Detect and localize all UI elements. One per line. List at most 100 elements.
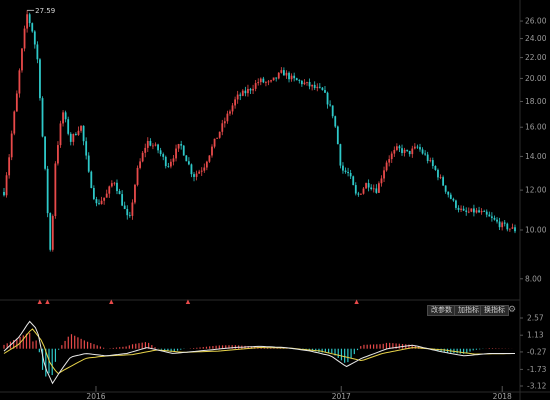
candle-body: [460, 208, 462, 210]
candle-body: [211, 146, 213, 156]
candle-body: [447, 191, 450, 195]
candle-body: [103, 197, 106, 201]
candle-body: [3, 191, 5, 196]
candle-body: [290, 75, 293, 80]
candle-body: [257, 82, 260, 84]
candle-body: [98, 203, 100, 205]
candle-body: [54, 163, 57, 217]
candle-body: [44, 136, 46, 169]
candle-body: [33, 31, 36, 45]
candle-body: [277, 72, 280, 79]
add-indicator-button[interactable]: 加指标: [454, 305, 483, 316]
candle-body: [357, 193, 360, 195]
candle-body: [234, 99, 237, 106]
candle-body: [23, 28, 26, 49]
candle-body: [259, 78, 262, 83]
candle-body: [221, 123, 224, 132]
macd-axis: 2.57 1.13 -0.27 -1.73 -3.12: [520, 314, 547, 391]
candle-body: [408, 150, 411, 155]
candle-body: [375, 188, 378, 193]
candle-body: [306, 81, 308, 83]
signal-marker: [354, 299, 359, 304]
candle-body: [154, 144, 157, 146]
candle-body: [262, 78, 265, 83]
candle-body: [508, 228, 511, 230]
candle-body: [51, 216, 54, 250]
candle-body: [18, 70, 21, 94]
candle-body: [398, 146, 401, 149]
candle-body: [46, 168, 49, 214]
candle-body: [349, 173, 352, 177]
candle-body: [318, 86, 321, 88]
candle-body: [311, 84, 314, 87]
candle-body: [470, 208, 473, 212]
candle-body: [362, 188, 365, 194]
candle-body: [411, 148, 414, 155]
candle-body: [452, 198, 455, 201]
candle-body: [316, 86, 319, 89]
candle-body: [72, 133, 75, 142]
candle-body: [439, 177, 442, 178]
change-params-button[interactable]: 改参数: [427, 305, 456, 316]
candle-body: [64, 112, 67, 120]
candle-body: [421, 149, 424, 154]
candle-body: [177, 144, 180, 149]
candle-body: [475, 210, 478, 213]
candle-body: [218, 131, 221, 138]
candle-body: [200, 170, 203, 172]
candle-body: [121, 194, 124, 206]
candle-body: [419, 147, 421, 150]
candle-body: [329, 104, 332, 106]
candle-body: [395, 146, 398, 150]
candle-body: [208, 155, 211, 162]
candle-body: [146, 140, 149, 148]
candle-body: [105, 193, 108, 198]
candle-body: [113, 182, 116, 184]
candle-body: [49, 213, 52, 250]
candle-body: [39, 59, 41, 99]
candle-body: [69, 133, 72, 142]
candle-body: [185, 155, 188, 162]
candle-body: [226, 113, 229, 122]
gear-icon[interactable]: ⚙: [507, 305, 517, 315]
candle-body: [57, 145, 59, 164]
candle-body: [344, 170, 347, 172]
candle-body: [367, 183, 370, 188]
price-tick-label: 18.00: [525, 97, 547, 106]
candle-body: [26, 14, 29, 29]
candle-body: [403, 149, 406, 153]
price-axis: 26.00 24.00 22.00 20.00 18.00 16.00 14.00 12.00…: [520, 17, 547, 283]
candle-body: [465, 210, 468, 212]
candle-body: [90, 171, 93, 189]
candle-body: [131, 202, 134, 216]
candle-body: [149, 140, 152, 146]
candle-body: [193, 174, 195, 177]
time-tick-label: 2017: [332, 392, 351, 400]
candle-body: [247, 88, 249, 94]
macd-tick-label: 1.13: [527, 331, 544, 340]
candle-body: [203, 167, 206, 171]
price-tick-label: 26.00: [525, 17, 547, 26]
candle-body: [393, 149, 396, 154]
price-tick-label: 22.00: [525, 53, 547, 62]
signal-marker: [185, 299, 191, 304]
candle-body: [62, 112, 64, 124]
candle-body: [285, 72, 288, 76]
candle-body: [157, 144, 159, 151]
candlestick-series: [3, 10, 516, 252]
time-tick-label: 2016: [86, 392, 105, 400]
macd-tick-label: 2.57: [527, 314, 544, 323]
candle-body: [164, 156, 167, 167]
candle-body: [352, 176, 355, 186]
candle-body: [313, 84, 316, 89]
peak-annotation: 27.59: [27, 7, 55, 15]
price-tick-label: 12.00: [525, 186, 547, 195]
candle-body: [449, 194, 452, 199]
candle-body: [5, 175, 8, 196]
switch-indicator-button[interactable]: 换指标: [480, 305, 509, 316]
candle-body: [92, 188, 95, 200]
candle-body: [80, 125, 82, 131]
candle-body: [354, 185, 357, 194]
